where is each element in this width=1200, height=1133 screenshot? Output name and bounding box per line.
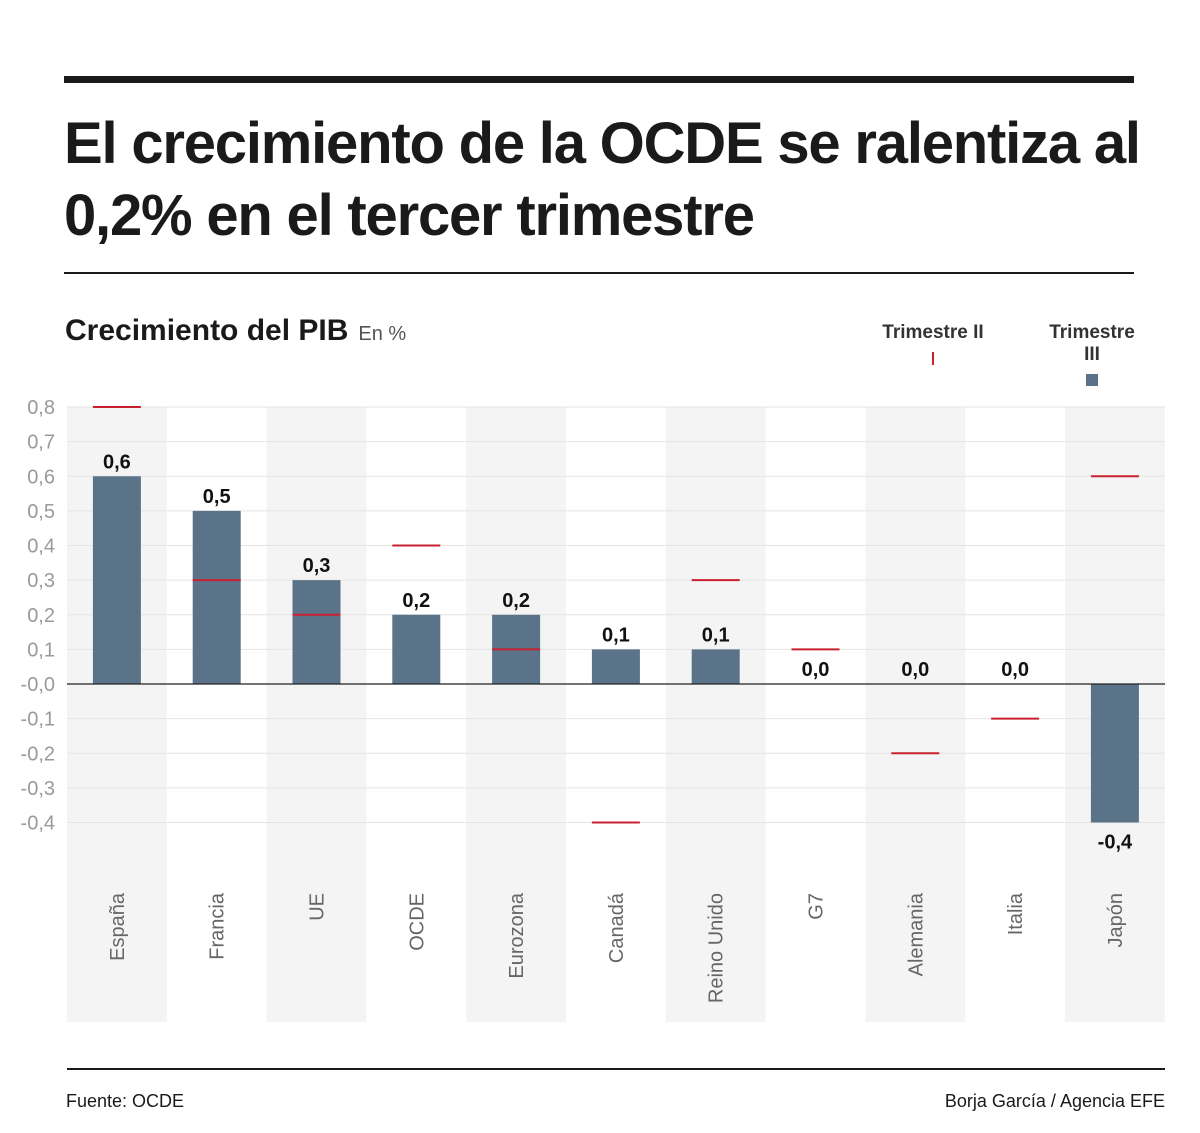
bar-trimestre-iii — [691, 649, 740, 684]
category-label: OCDE — [406, 893, 428, 951]
y-tick-label: 0,2 — [27, 605, 55, 627]
subtitle-text: Crecimiento del PIB — [65, 314, 349, 347]
category-label: Francia — [207, 892, 229, 960]
bar-trimestre-iii — [192, 510, 241, 684]
y-tick-label: -0,4 — [21, 813, 55, 835]
y-tick-label: 0,7 — [27, 432, 55, 454]
value-label: 0,0 — [901, 659, 929, 681]
category-label: UE — [307, 893, 329, 921]
category-label: Canadá — [606, 892, 628, 963]
value-label: 0,0 — [1001, 659, 1029, 681]
column-band — [865, 407, 966, 1022]
legend-swatch-bar — [1086, 374, 1098, 386]
value-label: 0,2 — [402, 590, 430, 612]
value-label: 0,1 — [702, 624, 730, 646]
bar-trimestre-iii — [292, 580, 341, 684]
column-band — [266, 407, 367, 1022]
value-label: -0,4 — [1098, 832, 1133, 854]
unit-label: En % — [358, 323, 407, 345]
bar-trimestre-iii — [392, 614, 441, 684]
legend-label: Trimestre II — [882, 322, 984, 343]
bar-trimestre-iii — [92, 476, 141, 684]
category-label: Italia — [1005, 892, 1027, 935]
credit-text: Borja García / Agencia EFE — [944, 1091, 1165, 1111]
y-tick-label: 0,1 — [27, 639, 55, 661]
title-divider — [64, 272, 1134, 274]
legend-trimestre-ii: Trimestre II — [880, 322, 986, 365]
value-label: 0,0 — [802, 659, 830, 681]
column-band — [466, 407, 566, 1022]
y-tick-label: 0,5 — [27, 501, 55, 523]
category-label: G7 — [806, 893, 828, 920]
category-label: Reino Unido — [706, 893, 728, 1003]
chart-subtitle: Crecimiento del PIB En % — [65, 314, 406, 348]
category-label: Japón — [1105, 893, 1127, 948]
bar-trimestre-iii — [591, 649, 640, 684]
y-tick-label: -0,1 — [21, 709, 55, 731]
legend-trimestre-iii: Trimestre III — [1040, 322, 1144, 386]
value-label: 0,1 — [602, 624, 630, 646]
category-label: Eurozona — [506, 892, 528, 978]
y-tick-label: 0,4 — [27, 536, 55, 558]
y-tick-label: 0,3 — [27, 570, 55, 592]
value-label: 0,5 — [203, 486, 231, 508]
source-text: Fuente: OCDE — [66, 1091, 185, 1111]
legend-label: Trimestre III — [1049, 322, 1135, 365]
y-tick-label: -0,2 — [21, 743, 55, 765]
footer-divider — [67, 1068, 1165, 1070]
bar-trimestre-iii — [1090, 684, 1139, 823]
category-label: Alemania — [905, 892, 927, 976]
legend-swatch-line — [932, 352, 934, 365]
category-label: España — [107, 892, 129, 961]
y-tick-label: -0,3 — [21, 778, 55, 800]
value-label: 0,2 — [502, 590, 530, 612]
page-title: El crecimiento de la OCDE se ralentiza a… — [64, 111, 1141, 248]
value-label: 0,6 — [103, 451, 131, 473]
y-tick-label: 0,8 — [27, 397, 55, 419]
value-label: 0,3 — [303, 555, 331, 577]
y-tick-label: -0,0 — [21, 674, 55, 696]
y-tick-label: 0,6 — [27, 466, 55, 488]
column-band — [665, 407, 766, 1022]
top-bar — [64, 76, 1134, 83]
